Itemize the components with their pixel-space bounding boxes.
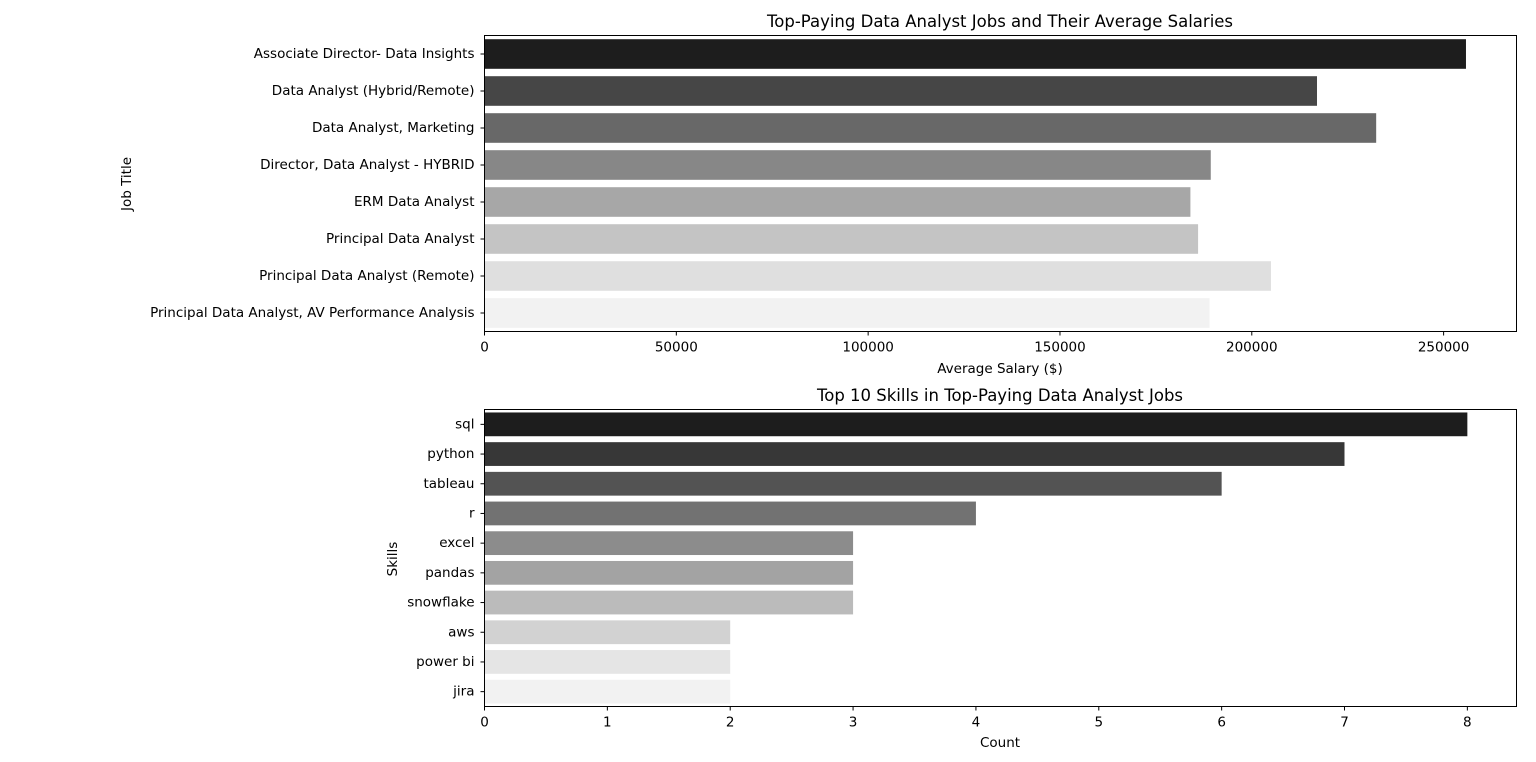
skills-bar-excel (484, 531, 854, 556)
skills-y-tick-label: jira (452, 684, 474, 700)
salary-y-tick-label: Data Analyst, Marketing (312, 120, 475, 136)
salary-y-tick-label: ERM Data Analyst (354, 194, 475, 210)
skills-y-tick-label: excel (439, 535, 474, 551)
skills-x-axis-label: Count (980, 735, 1020, 751)
salary-y-tick-label: Principal Data Analyst, AV Performance A… (150, 305, 474, 321)
salary-bar-data-analyst-hybrid-remote (484, 76, 1318, 106)
salary-y-tick-label: Associate Director- Data Insights (254, 46, 475, 62)
skills-y-tick-label: power bi (416, 654, 474, 670)
skills-x-tick-label: 1 (603, 715, 612, 731)
skills-y-tick-label: python (427, 446, 474, 462)
skills-bar-r (484, 501, 976, 526)
salary-y-axis-label: Job Title (119, 157, 135, 212)
skills-x-tick-label: 3 (849, 715, 858, 731)
skills-plot-frame (484, 409, 1517, 707)
skills-y-tick-label: sql (455, 416, 474, 432)
skills-chart-title: Top 10 Skills in Top-Paying Data Analyst… (816, 386, 1183, 405)
skills-y-tick-label: aws (448, 624, 474, 640)
salary-bar-data-analyst-marketing (484, 113, 1377, 143)
salary-x-axis-label: Average Salary ($) (937, 361, 1063, 377)
salary-bar-principal-data-analyst-av-performance-analysis (484, 298, 1210, 328)
salary-x-tick-label: 200000 (1226, 340, 1278, 356)
skills-y-ticks: sql python tableau r excel pandas snowflake aws… (407, 416, 485, 700)
salary-x-tick-label: 0 (480, 340, 489, 356)
salary-bar-erm-data-analyst (484, 187, 1191, 217)
salary-plot-frame (484, 35, 1517, 332)
salary-bars (484, 39, 1466, 328)
skills-x-tick-label: 8 (1463, 715, 1472, 731)
skills-bar-sql (484, 412, 1468, 437)
salary-bar-principal-data-analyst (484, 224, 1199, 254)
skills-x-tick-label: 6 (1217, 715, 1226, 731)
salary-y-tick-label: Principal Data Analyst (Remote) (259, 268, 474, 284)
skills-bar-aws (484, 620, 731, 645)
skills-bar-power-bi (484, 650, 731, 674)
salary-x-tick-label: 50000 (655, 340, 698, 356)
salary-x-tick-label: 150000 (1034, 340, 1086, 356)
skills-bar-pandas (484, 560, 854, 585)
salary-y-tick-label: Principal Data Analyst (326, 231, 474, 247)
skills-x-tick-label: 0 (480, 715, 489, 731)
salary-x-tick-label: 250000 (1418, 340, 1470, 356)
skills-y-tick-label: r (469, 505, 475, 521)
salary-bar-director-data-analyst-hybrid (484, 150, 1211, 180)
salary-chart: Top-Paying Data Analyst Jobs and Their A… (119, 12, 1517, 377)
skills-x-tick-label: 5 (1094, 715, 1103, 731)
skills-x-ticks: 0 1 2 3 4 5 6 7 8 (480, 706, 1472, 731)
salary-y-tick-label: Director, Data Analyst - HYBRID (260, 157, 474, 173)
salary-bar-associate-director-data-insights (484, 39, 1466, 69)
skills-x-tick-label: 4 (972, 715, 981, 731)
salary-bar-principal-data-analyst-remote (484, 261, 1271, 291)
skills-bar-tableau (484, 471, 1222, 496)
skills-chart: Top 10 Skills in Top-Paying Data Analyst… (385, 386, 1517, 751)
salary-y-tick-label: Data Analyst (Hybrid/Remote) (272, 83, 475, 99)
skills-y-tick-label: tableau (423, 476, 474, 492)
skills-y-tick-label: snowflake (407, 595, 474, 611)
salary-chart-title: Top-Paying Data Analyst Jobs and Their A… (766, 12, 1233, 31)
skills-bars (484, 412, 1468, 704)
skills-x-tick-label: 2 (726, 715, 735, 731)
skills-x-tick-label: 7 (1340, 715, 1349, 731)
skills-bar-snowflake (484, 590, 854, 615)
skills-bar-python (484, 442, 1345, 466)
salary-y-ticks: Associate Director- Data Insights Data An… (150, 46, 485, 321)
salary-x-tick-label: 100000 (842, 340, 894, 356)
skills-y-axis-label: Skills (385, 542, 401, 577)
salary-x-ticks: 0 50000 100000 150000 200000 250000 (480, 331, 1470, 356)
skills-bar-jira (484, 679, 731, 704)
skills-y-tick-label: pandas (425, 565, 474, 581)
